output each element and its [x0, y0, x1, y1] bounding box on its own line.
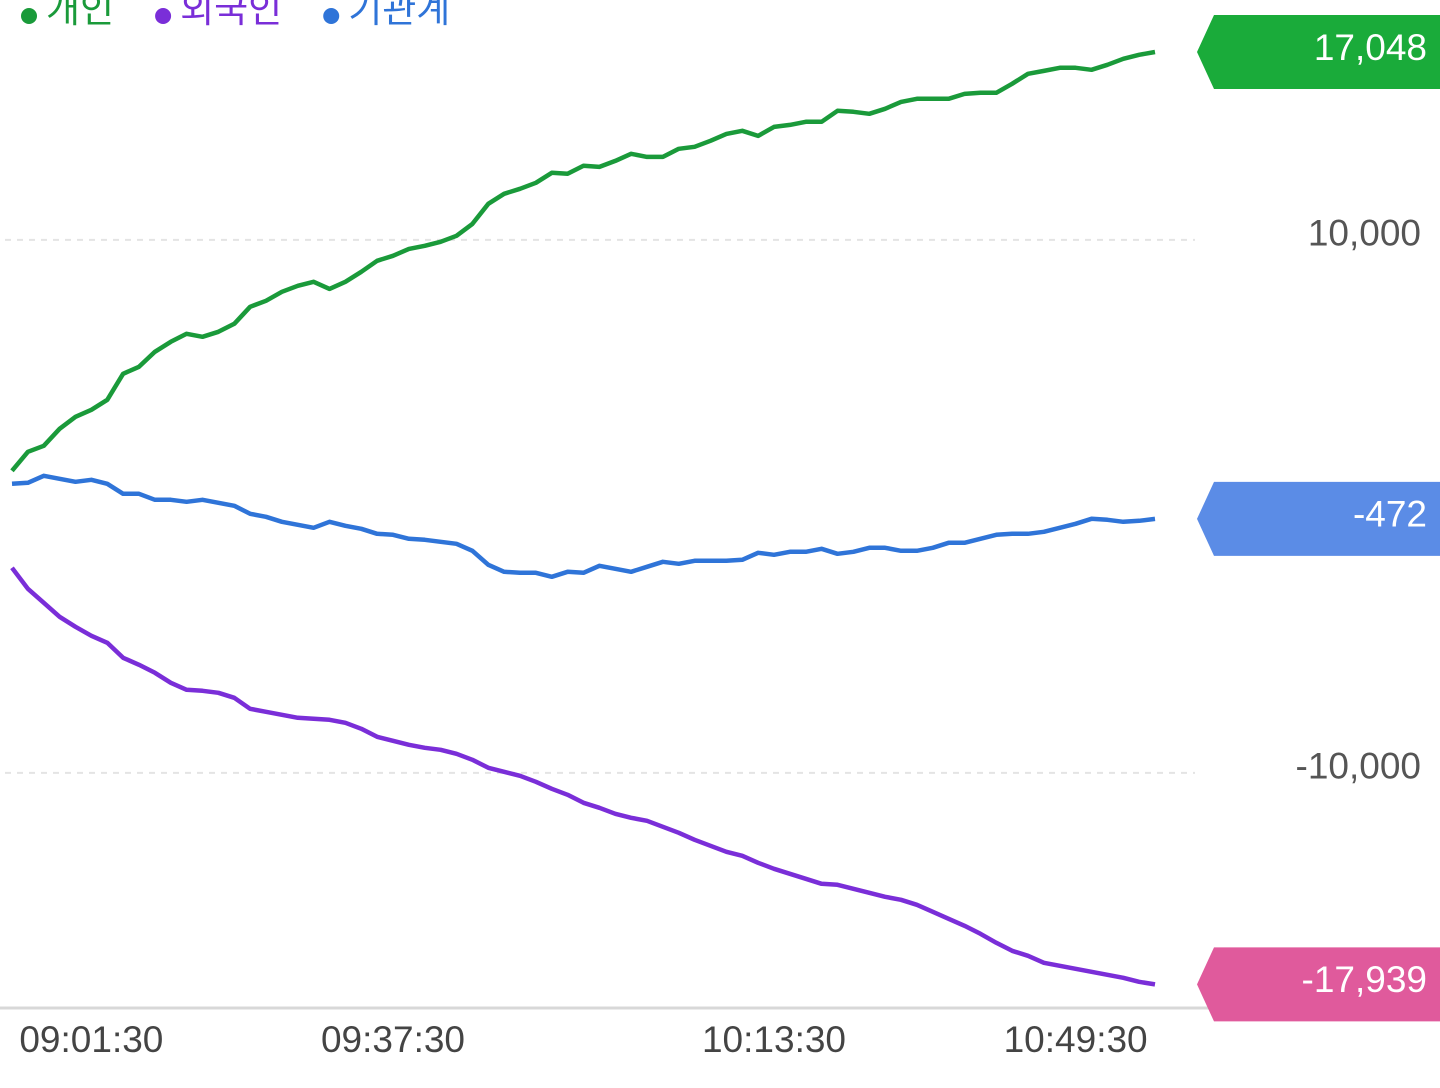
- legend-label: 개인: [46, 0, 114, 30]
- legend-dot: [21, 8, 37, 24]
- x-tick-label: 10:49:30: [1004, 1019, 1148, 1060]
- legend-dot: [323, 8, 340, 24]
- y-tick-label: 10,000: [1308, 213, 1421, 254]
- x-tick-label: 09:01:30: [19, 1019, 163, 1060]
- value-tag: [1197, 481, 1440, 556]
- value-label: 17,048: [1314, 27, 1427, 68]
- x-tick-label: 10:13:30: [702, 1019, 846, 1060]
- value-tag: [1197, 15, 1440, 90]
- y-tick-label: -10,000: [1296, 746, 1422, 787]
- value-tag: [1197, 947, 1440, 1022]
- series-line: [11, 473, 1156, 580]
- series-line: [10, 566, 1156, 987]
- value-label: -17,939: [1302, 959, 1428, 1000]
- legend-label: 외국인: [180, 0, 282, 30]
- x-tick-label: 09:37:30: [321, 1019, 465, 1060]
- legend-dot: [155, 8, 172, 24]
- legend-label: 기관계: [348, 0, 450, 30]
- value-label: -472: [1353, 494, 1427, 535]
- series-line: [10, 49, 1156, 473]
